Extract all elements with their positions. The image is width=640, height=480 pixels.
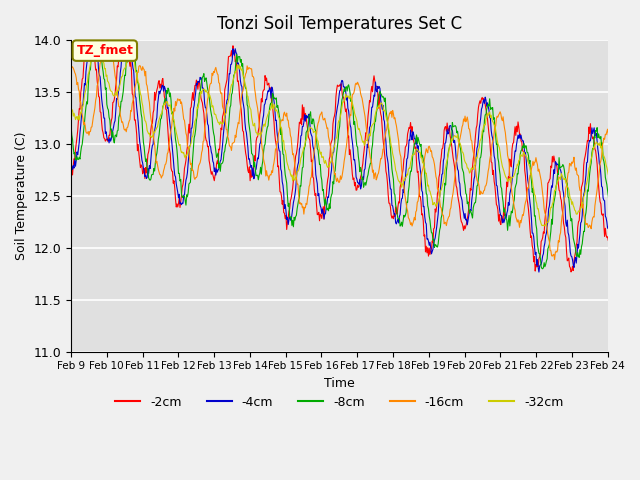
Title: Tonzi Soil Temperatures Set C: Tonzi Soil Temperatures Set C [217,15,462,33]
-4cm [240,106,248,112]
-8cm [449,124,457,130]
-2cm [135,151,143,157]
X-axis label: Time: Time [324,377,355,390]
Line: -4cm: -4cm [71,34,640,272]
-16cm [240,77,248,83]
-2cm [449,155,457,161]
Text: TZ_fmet: TZ_fmet [76,44,133,57]
-32cm [67,103,75,108]
Line: -16cm: -16cm [71,35,640,260]
-32cm [449,136,457,142]
-8cm [269,91,276,96]
-8cm [291,215,298,220]
-2cm [291,168,298,173]
-8cm [94,29,102,35]
-2cm [417,199,425,204]
Y-axis label: Soil Temperature (C): Soil Temperature (C) [15,132,28,260]
-16cm [104,32,112,38]
Line: -2cm: -2cm [71,30,640,272]
Line: -8cm: -8cm [71,32,640,269]
-16cm [291,156,298,161]
Line: -32cm: -32cm [71,45,640,226]
-4cm [291,196,298,202]
-2cm [67,164,75,169]
-4cm [449,133,457,139]
-4cm [417,172,425,178]
-16cm [269,170,276,176]
-32cm [240,75,248,81]
-4cm [67,161,75,167]
-2cm [567,269,575,275]
-8cm [240,76,248,82]
Legend: -2cm, -4cm, -8cm, -16cm, -32cm: -2cm, -4cm, -8cm, -16cm, -32cm [110,391,568,414]
-8cm [539,266,547,272]
-32cm [541,223,548,229]
-2cm [240,137,248,143]
-16cm [135,63,143,69]
-16cm [67,62,75,68]
-32cm [135,81,143,86]
-16cm [449,190,457,195]
-4cm [135,129,143,135]
-2cm [84,27,92,33]
-2cm [269,103,276,109]
-4cm [86,31,94,36]
-16cm [417,175,425,181]
-32cm [269,106,276,112]
-32cm [93,42,101,48]
-4cm [535,269,543,275]
-8cm [67,121,75,127]
-8cm [417,142,425,147]
-4cm [269,86,276,92]
-16cm [551,257,559,263]
-8cm [135,87,143,93]
-32cm [417,155,425,161]
-32cm [291,177,298,182]
